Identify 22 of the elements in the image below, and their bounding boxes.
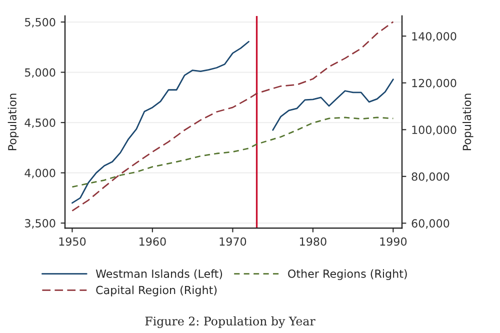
- y-axis-title: Population: [8, 94, 19, 150]
- line-series: [72, 116, 394, 188]
- y-tick-label: 4,500: [24, 118, 56, 128]
- y-tick-label: 5,500: [25, 18, 56, 28]
- y2-axis-title: Population: [462, 94, 474, 150]
- legend-label: Westman Islands (Left): [96, 269, 222, 280]
- y-tick-label: 3,500: [25, 219, 56, 229]
- y2-tick-label: 100,000: [412, 126, 456, 136]
- x-tick-label: 1960: [140, 237, 166, 246]
- x-tick-label: 1950: [59, 237, 86, 246]
- y-tick-label: 5,000: [25, 68, 56, 78]
- y2-tick-label: 120,000: [412, 78, 456, 88]
- legend-label: Capital Region (Right): [96, 286, 217, 296]
- x-tick-label: 1980: [300, 237, 326, 246]
- legend-label: Other Regions (Right): [288, 269, 407, 280]
- x-tick-label: 1990: [380, 237, 407, 246]
- y2-tick-label: 140,000: [412, 32, 456, 42]
- y2-tick-label: 60,000: [412, 219, 450, 229]
- x-tick-label: 1970: [220, 237, 246, 246]
- caption: Figure 2: Population by Year: [145, 316, 316, 328]
- y-tick-label: 4,000: [24, 168, 56, 178]
- y2-tick-label: 80,000: [412, 172, 450, 182]
